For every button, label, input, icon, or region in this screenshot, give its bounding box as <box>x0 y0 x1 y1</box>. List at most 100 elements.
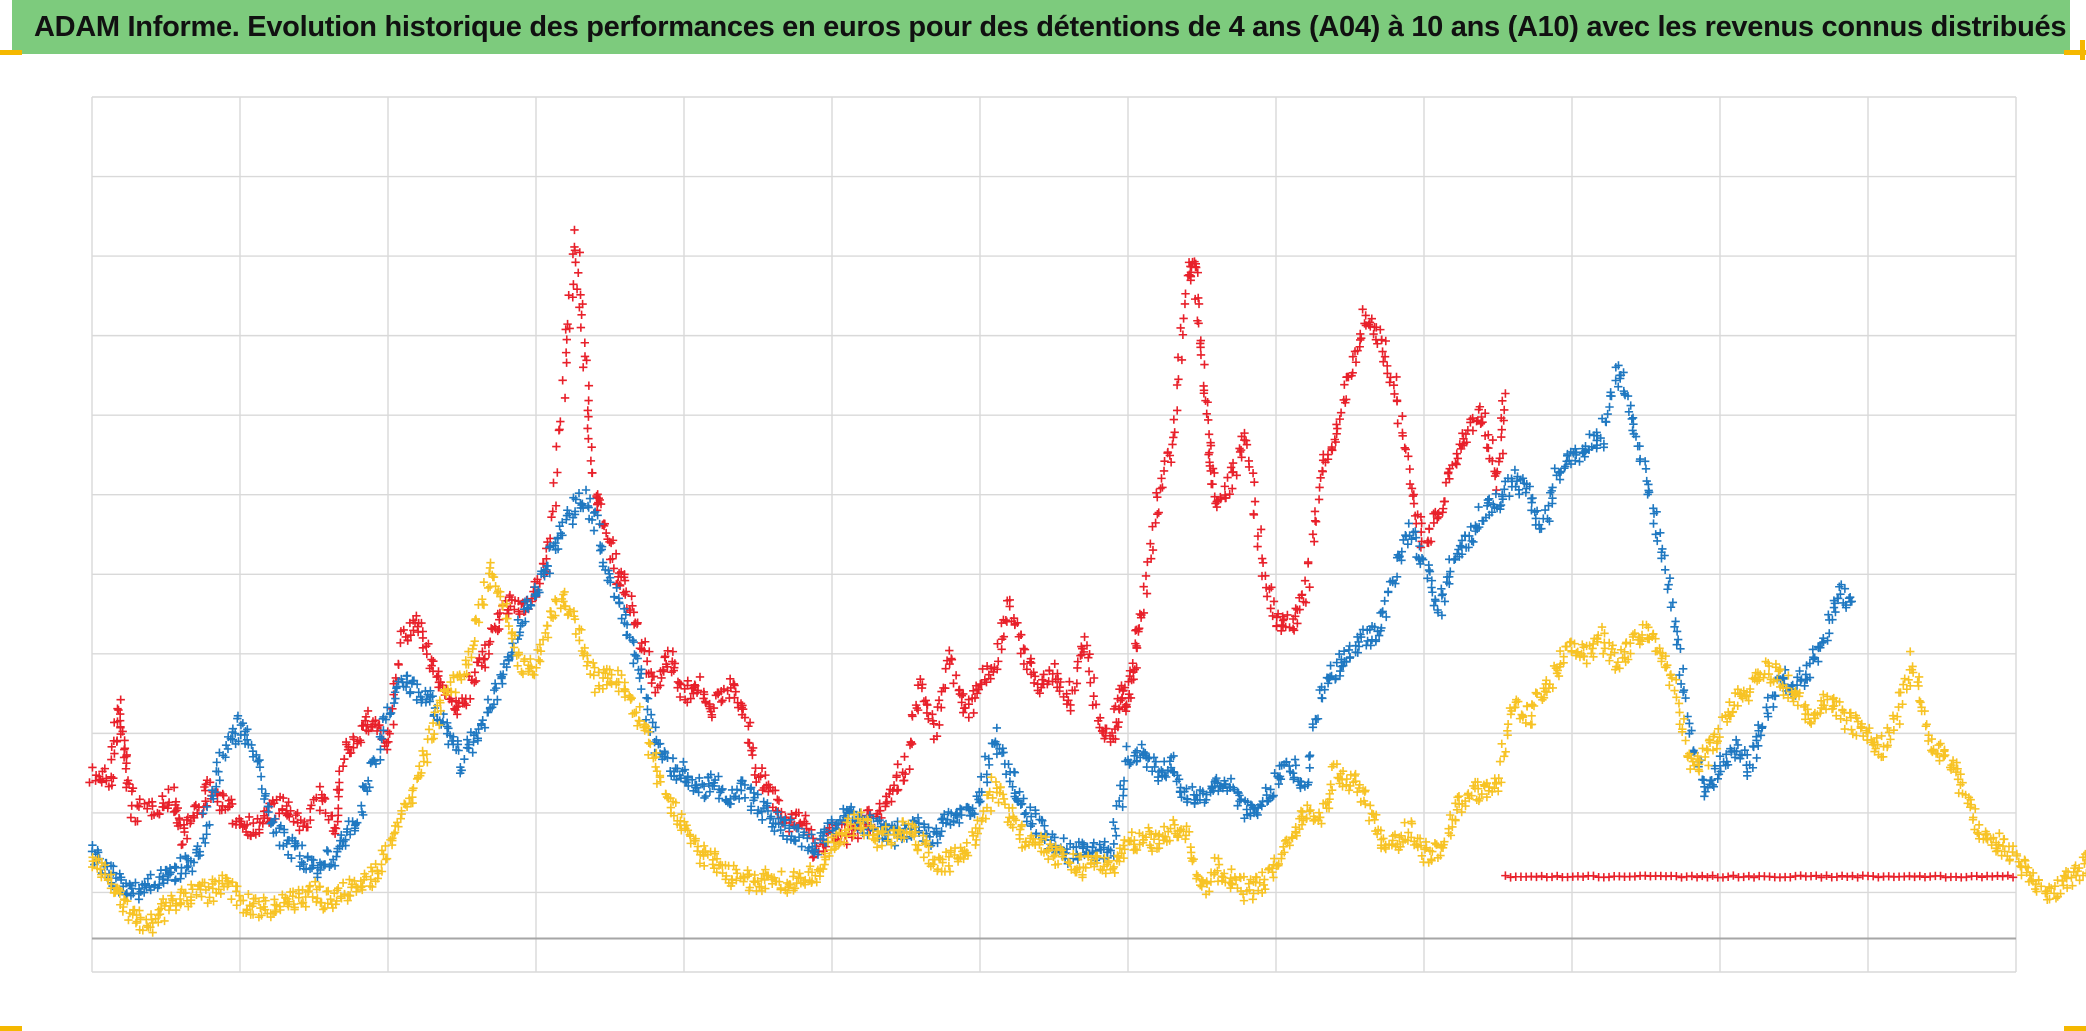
series-a04-point <box>1132 663 1141 673</box>
series-a04-point <box>1118 694 1127 704</box>
series-a10-point <box>980 752 990 761</box>
series-a04-point <box>1169 433 1178 442</box>
series-a05-point <box>2061 866 2071 876</box>
series-a04-point <box>110 749 119 758</box>
series-a10-point <box>615 599 624 608</box>
series-a05-point <box>1169 815 1178 825</box>
series-a10-point <box>212 782 221 791</box>
series-a04-point <box>1269 597 1279 606</box>
series-a04-point <box>631 618 640 627</box>
series-a04-point <box>102 776 111 785</box>
series-a04-point <box>412 611 421 621</box>
series-a05-point <box>415 761 424 771</box>
series-a10-point <box>330 861 340 870</box>
series-a05-point <box>477 595 487 604</box>
series-a04-point <box>1010 619 1020 629</box>
series-a04-point <box>1389 380 1399 390</box>
series-a04-point <box>1439 497 1449 506</box>
series-a04-point <box>1267 583 1276 592</box>
series-a04-flat-point <box>1687 871 1697 881</box>
series-a04-point <box>1353 346 1362 355</box>
series-a04-point <box>371 716 380 725</box>
series-a04-point <box>957 698 966 707</box>
series-a04-point <box>140 799 149 808</box>
series-a10-point <box>1663 585 1672 594</box>
series-a05-point <box>197 892 206 901</box>
series-a04-flat-point <box>1786 873 1795 882</box>
series-a04-point <box>1203 398 1212 407</box>
series-a10-point <box>238 718 248 728</box>
series-a04-point <box>1404 452 1413 461</box>
series-a04-flat-point <box>1853 873 1862 882</box>
series-a04-point <box>1475 402 1485 411</box>
series-a04-point <box>744 722 753 731</box>
series-a10-point <box>491 683 501 693</box>
series-a04-point <box>1451 459 1460 468</box>
series-a04-point <box>1132 643 1142 653</box>
series-a10-point <box>1149 753 1159 762</box>
series-a04-point <box>801 811 810 820</box>
series-a04-point <box>121 764 131 773</box>
series-a04-flat-point <box>1729 871 1738 880</box>
series-a04-point <box>237 817 246 826</box>
series-a04-flat-point <box>1708 871 1717 880</box>
series-a04-point <box>1258 558 1268 568</box>
series-a04-point <box>1136 613 1146 622</box>
series-a05-point <box>368 867 377 876</box>
series-a04-point <box>1297 590 1307 599</box>
series-a05-point <box>975 824 984 833</box>
series-a05-point <box>1377 835 1386 844</box>
series-a04-point <box>761 770 770 780</box>
series-a04-point <box>584 396 593 405</box>
series-a04-point <box>495 615 504 624</box>
series-a05-point <box>1665 681 1674 690</box>
series-a04-point <box>900 752 909 761</box>
series-a04-point <box>1077 642 1086 651</box>
series-a04-point <box>691 681 700 690</box>
series-a04-point <box>1210 468 1219 478</box>
series-a05-point <box>470 637 479 646</box>
series-a04-point <box>584 412 593 421</box>
series-a04-point <box>892 771 901 780</box>
series-a04-point <box>1152 488 1161 497</box>
series-a04-point <box>1393 419 1402 428</box>
series-a04-point <box>169 783 179 792</box>
series-a05-point <box>1622 638 1631 647</box>
series-a04-point <box>899 776 909 785</box>
series-a04-point <box>1333 424 1342 433</box>
series-a05-point <box>124 915 133 925</box>
series-a10-point <box>1188 782 1197 792</box>
series-a04-point <box>1392 372 1401 382</box>
series-a04-point <box>990 663 999 672</box>
series-a04-point <box>1062 689 1071 699</box>
series-a04-point <box>1066 700 1075 710</box>
series-a10-point <box>1059 834 1068 843</box>
series-a04-point <box>608 554 617 563</box>
series-a10-point <box>241 727 250 736</box>
series-a05-point <box>186 880 196 889</box>
series-a04-point <box>471 676 481 686</box>
corner-accent-bottom-left <box>0 1026 22 1031</box>
series-a10-point <box>116 875 126 885</box>
series-a04-point <box>375 720 384 730</box>
series-a04-point <box>97 778 106 787</box>
series-a04-point <box>1369 329 1378 339</box>
series-a04-point <box>563 319 572 329</box>
series-a10-point <box>209 794 218 803</box>
series-a04-point <box>655 681 665 690</box>
series-a04-point <box>1180 299 1190 309</box>
series-a04-flat-point <box>1910 872 1919 882</box>
series-a10-point <box>1305 763 1314 773</box>
series-a04-point <box>1159 466 1169 476</box>
series-a04-flat-point <box>1822 871 1831 880</box>
series-a05-point <box>377 860 386 869</box>
series-a05-point <box>244 890 253 899</box>
series-a04-point <box>651 688 660 697</box>
series-a04-point <box>134 802 144 811</box>
series-a04-point <box>945 659 954 669</box>
series-a04-point <box>406 630 416 640</box>
series-a04-point <box>1169 415 1179 424</box>
series-a04-point <box>958 708 968 717</box>
series-a04-point <box>738 701 747 710</box>
series-a04-point <box>1253 542 1262 551</box>
